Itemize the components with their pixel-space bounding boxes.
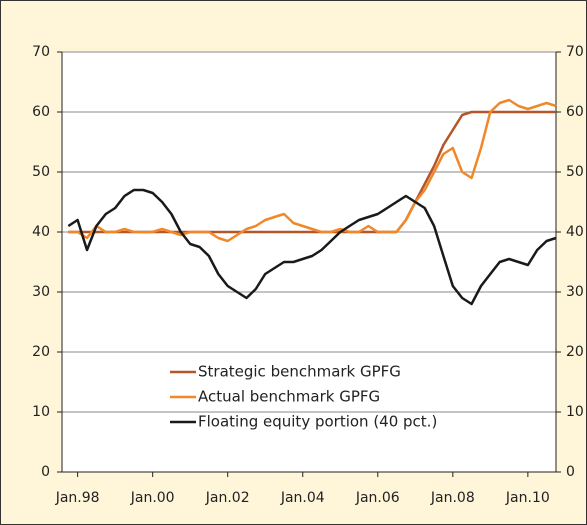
y-tick-label: 50 [32,164,50,180]
x-tick-label: Jan.98 [55,490,100,506]
series-line [68,98,557,243]
plot-area [62,52,556,472]
x-tick-label: Jan.02 [205,490,250,506]
legend-label: Actual benchmark GPFG [198,388,380,406]
series-line [67,188,557,306]
x-tick-label: Jan.06 [355,490,400,506]
y-tick-label: 0 [41,464,50,480]
y2-tick-label: 50 [566,164,584,180]
y2-tick-label: 20 [566,344,584,360]
y-tick-label: 60 [32,104,50,120]
y2-tick-label: 60 [566,104,584,120]
x-tick-label: Jan.10 [505,490,550,506]
y-tick-label: 30 [32,284,50,300]
legend-label: Floating equity portion (40 pct.) [198,413,437,431]
y2-tick-label: 30 [566,284,584,300]
y2-tick-label: 40 [566,224,584,240]
y2-tick-label: 70 [566,44,584,60]
x-tick-label: Jan.08 [430,490,475,506]
x-tick-label: Jan.04 [280,490,325,506]
y-tick-label: 20 [32,344,50,360]
legend-label: Strategic benchmark GPFG [198,363,401,381]
y-tick-label: 70 [32,44,50,60]
y2-tick-label: 0 [566,464,575,480]
y-tick-label: 40 [32,224,50,240]
y-tick-label: 10 [32,404,50,420]
y2-tick-label: 10 [566,404,584,420]
x-tick-label: Jan.00 [130,490,175,506]
